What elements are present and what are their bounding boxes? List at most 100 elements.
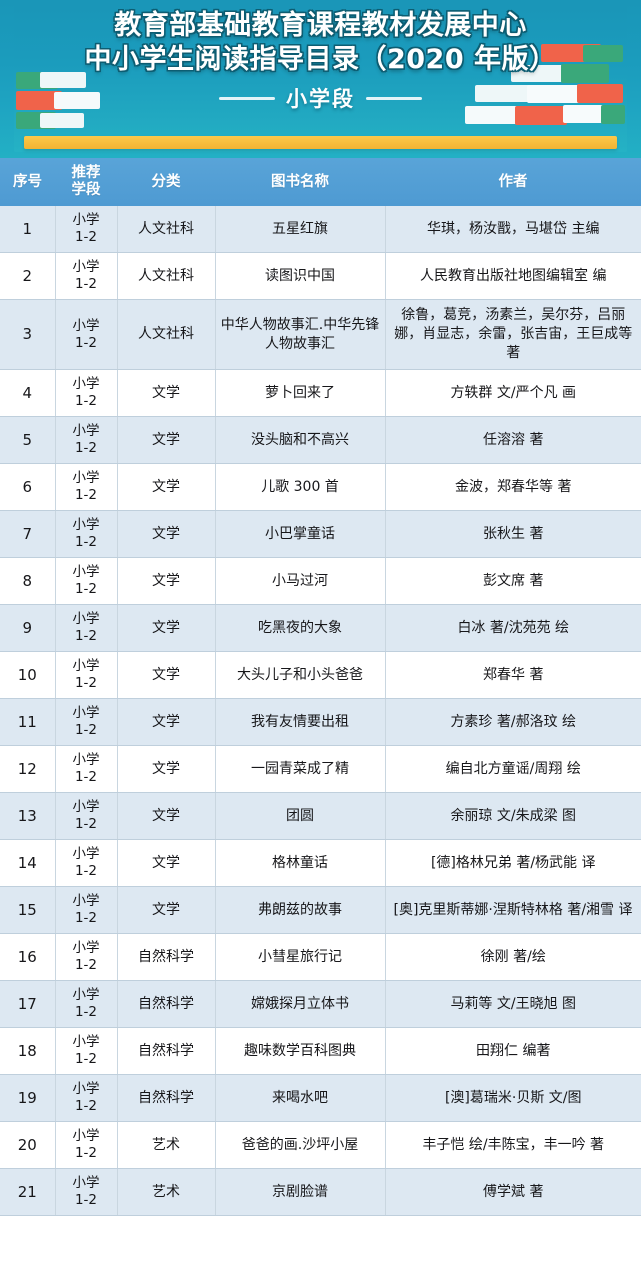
cell-no: 15 <box>0 886 56 934</box>
cell-stage-line2: 1-2 <box>74 675 98 691</box>
cell-author: 人民教育出版社地图编辑室 编 <box>385 252 641 300</box>
cell-author: 华琪，杨汝戬，马堪岱 主编 <box>385 206 641 253</box>
cell-stage-line2: 1-2 <box>74 581 98 597</box>
cell-no: 9 <box>0 604 56 652</box>
cell-author: 编自北方童谣/周翔 绘 <box>385 745 641 793</box>
catalog-table-wrapper: 序号 推荐 学段 分类 图书名称 作者 1 小学 1-2 人文社科 五星红旗 华琪，杨汝戬… <box>0 158 641 1216</box>
cell-category: 文学 <box>117 604 216 652</box>
cell-category: 艺术 <box>117 1121 216 1169</box>
cell-stage-line2: 1-2 <box>74 1098 98 1114</box>
cell-stage-line2: 1-2 <box>74 863 98 879</box>
cell-stage-line2: 1-2 <box>74 1051 98 1067</box>
cell-book-title: 中华人物故事汇.中华先锋人物故事汇 <box>215 299 386 370</box>
cell-no: 19 <box>0 1074 56 1122</box>
cell-stage-line1: 小学 <box>72 259 100 275</box>
book-stack-left-icon <box>16 70 136 140</box>
cell-category: 文学 <box>117 839 216 887</box>
cell-author: 郑春华 著 <box>385 651 641 699</box>
cell-stage-line2: 1-2 <box>74 1145 98 1161</box>
cell-stage-line1: 小学 <box>72 470 100 486</box>
column-header-book-title: 图书名称 <box>215 158 385 206</box>
cell-author: 丰子恺 绘/丰陈宝，丰一吟 著 <box>385 1121 641 1169</box>
table-header: 序号 推荐 学段 分类 图书名称 作者 <box>0 158 641 206</box>
cell-stage-line1: 小学 <box>72 752 100 768</box>
column-header-author: 作者 <box>385 158 641 206</box>
cell-stage-line2: 1-2 <box>74 440 98 456</box>
cell-category: 文学 <box>117 463 216 511</box>
cell-category: 文学 <box>117 792 216 840</box>
cell-stage-line1: 小学 <box>72 317 100 334</box>
cell-stage: 小学 1-2 <box>55 463 118 511</box>
cell-no: 6 <box>0 463 56 511</box>
cell-author: 马莉等 文/王晓旭 图 <box>385 980 641 1028</box>
cell-stage-line2: 1-2 <box>74 769 98 785</box>
cell-no: 3 <box>0 299 56 370</box>
column-header-category: 分类 <box>117 158 215 206</box>
cell-stage: 小学 1-2 <box>55 369 118 417</box>
cell-book-title: 小彗星旅行记 <box>215 933 386 981</box>
cell-no: 14 <box>0 839 56 887</box>
banner-title-line-1: 教育部基础教育课程教材发展中心 <box>114 10 527 41</box>
cell-author: [德]格林兄弟 著/杨武能 译 <box>385 839 641 887</box>
cell-stage-line1: 小学 <box>72 987 100 1003</box>
cell-author: 田翔仁 编著 <box>385 1027 641 1075</box>
cell-book-title: 趣味数学百科图典 <box>215 1027 386 1075</box>
cell-stage: 小学 1-2 <box>55 839 118 887</box>
table-row: 14 小学 1-2 文学 格林童话 [德]格林兄弟 著/杨武能 译 <box>0 839 641 887</box>
cell-book-title: 小巴掌童话 <box>215 510 386 558</box>
table-body: 1 小学 1-2 人文社科 五星红旗 华琪，杨汝戬，马堪岱 主编 2 小学 1-2 人文社科 读图识… <box>0 206 641 1216</box>
cell-stage-line1: 小学 <box>72 893 100 909</box>
cell-stage: 小学 1-2 <box>55 416 118 464</box>
banner-shelf-icon <box>24 136 617 149</box>
cell-stage: 小学 1-2 <box>55 745 118 793</box>
cell-category: 文学 <box>117 698 216 746</box>
cell-stage: 小学 1-2 <box>55 299 118 370</box>
cell-stage: 小学 1-2 <box>55 1027 118 1075</box>
cell-book-title: 五星红旗 <box>215 206 386 253</box>
table-row: 1 小学 1-2 人文社科 五星红旗 华琪，杨汝戬，马堪岱 主编 <box>0 206 641 253</box>
cell-no: 13 <box>0 792 56 840</box>
column-header-stage-line1: 推荐 <box>71 165 101 181</box>
cell-category: 人文社科 <box>117 206 216 253</box>
cell-author: 余丽琼 文/朱成梁 图 <box>385 792 641 840</box>
cell-stage-line2: 1-2 <box>74 816 98 832</box>
cell-book-title: 弗朗兹的故事 <box>215 886 386 934</box>
cell-book-title: 没头脑和不高兴 <box>215 416 386 464</box>
cell-stage: 小学 1-2 <box>55 980 118 1028</box>
cell-no: 20 <box>0 1121 56 1169</box>
cell-author: [澳]葛瑞米·贝斯 文/图 <box>385 1074 641 1122</box>
table-row: 20 小学 1-2 艺术 爸爸的画.沙坪小屋 丰子恺 绘/丰陈宝，丰一吟 著 <box>0 1121 641 1169</box>
cell-stage: 小学 1-2 <box>55 1074 118 1122</box>
cell-stage-line1: 小学 <box>72 1128 100 1144</box>
table-row: 15 小学 1-2 文学 弗朗兹的故事 [奥]克里斯蒂娜·涅斯特林格 著/湘雪 译 <box>0 886 641 934</box>
cell-stage: 小学 1-2 <box>55 886 118 934</box>
table-row: 13 小学 1-2 文学 团圆 余丽琼 文/朱成梁 图 <box>0 792 641 840</box>
cell-stage-line2: 1-2 <box>74 1192 98 1208</box>
cell-category: 文学 <box>117 745 216 793</box>
cell-stage: 小学 1-2 <box>55 792 118 840</box>
cell-book-title: 儿歌 300 首 <box>215 463 386 511</box>
cell-category: 文学 <box>117 886 216 934</box>
table-row: 17 小学 1-2 自然科学 嫦娥探月立体书 马莉等 文/王晓旭 图 <box>0 980 641 1028</box>
cell-stage: 小学 1-2 <box>55 1168 118 1216</box>
cell-stage-line2: 1-2 <box>74 1004 98 1020</box>
cell-stage-line1: 小学 <box>72 799 100 815</box>
cell-book-title: 爸爸的画.沙坪小屋 <box>215 1121 386 1169</box>
cell-stage-line1: 小学 <box>72 564 100 580</box>
column-header-stage: 推荐 学段 <box>55 158 117 206</box>
banner-subtitle-row: 小学段 <box>0 83 641 113</box>
cell-stage: 小学 1-2 <box>55 604 118 652</box>
cell-no: 21 <box>0 1168 56 1216</box>
cell-no: 5 <box>0 416 56 464</box>
cell-category: 艺术 <box>117 1168 216 1216</box>
book-stack-right-icon <box>465 44 625 140</box>
cell-stage-line2: 1-2 <box>74 276 98 292</box>
cell-no: 12 <box>0 745 56 793</box>
cell-stage-line1: 小学 <box>72 376 100 392</box>
table-row: 4 小学 1-2 文学 萝卜回来了 方轶群 文/严个凡 画 <box>0 369 641 417</box>
cell-stage: 小学 1-2 <box>55 510 118 558</box>
cell-stage-line1: 小学 <box>72 1175 100 1191</box>
column-header-no: 序号 <box>0 158 55 206</box>
cell-category: 自然科学 <box>117 933 216 981</box>
cell-category: 文学 <box>117 416 216 464</box>
